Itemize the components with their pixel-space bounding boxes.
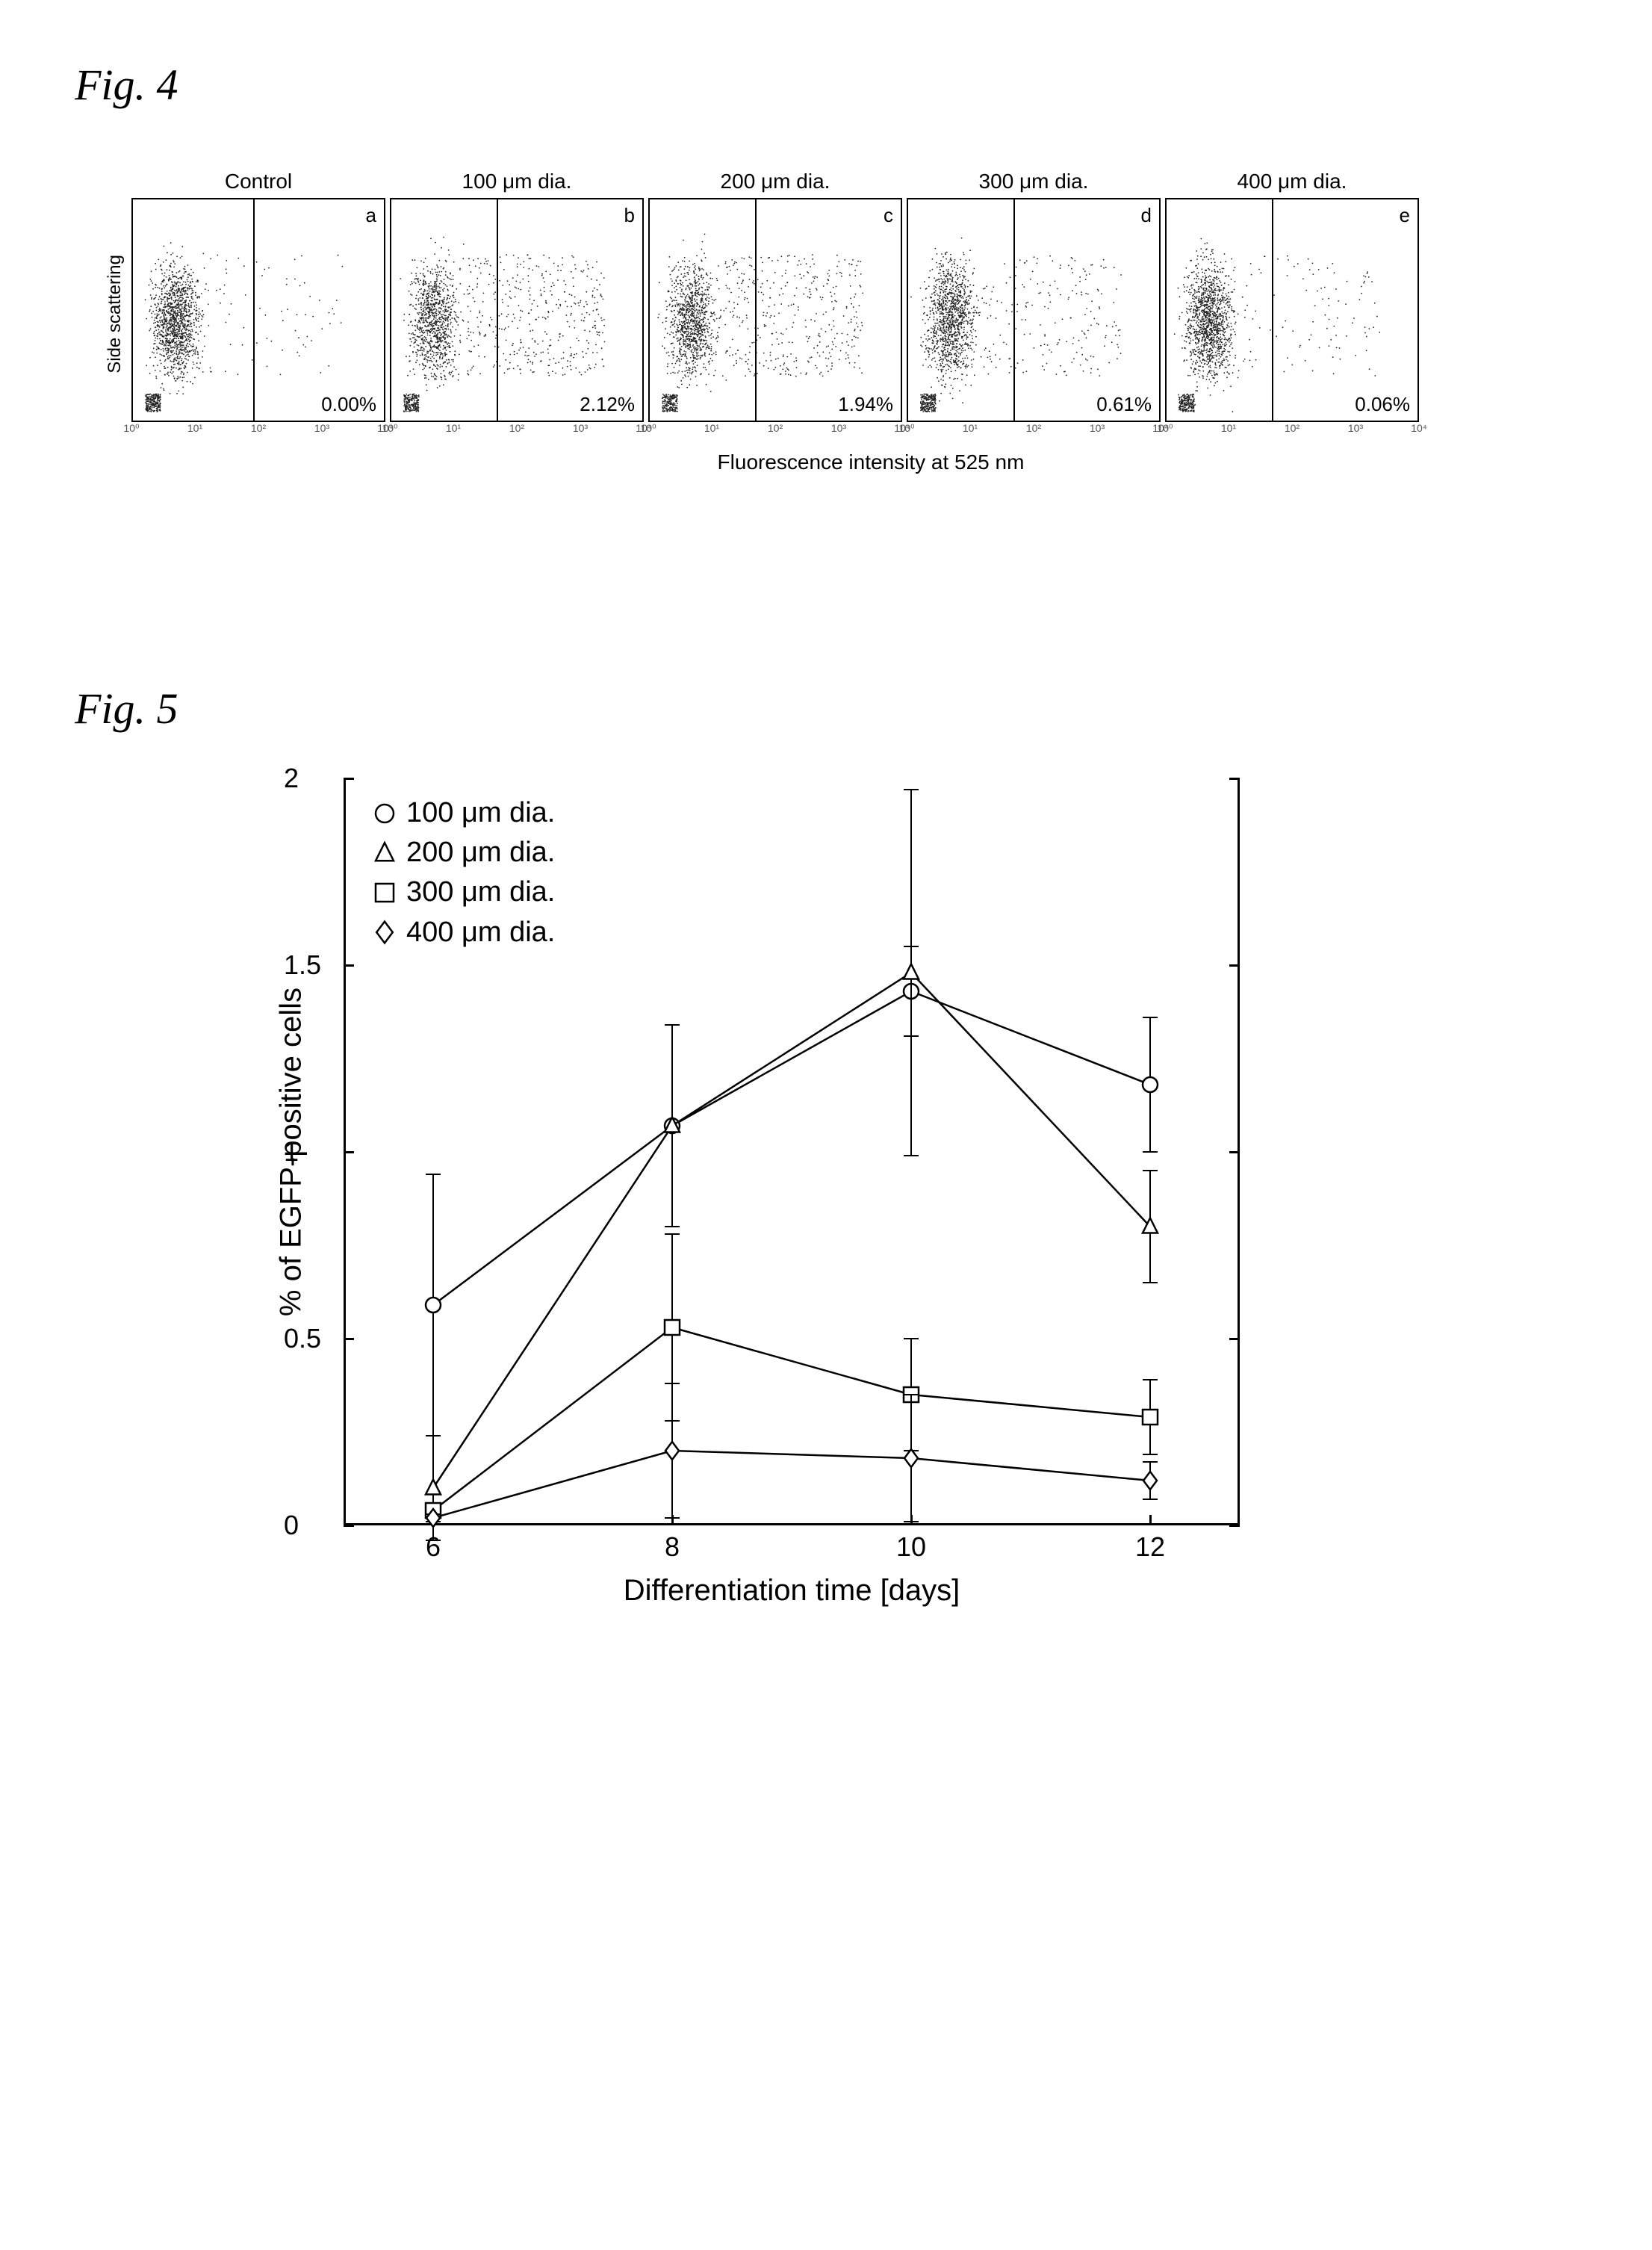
scatter-panel: 100 μm dia. b 2.12% 10⁰10¹10²10³10⁴ bbox=[390, 170, 644, 436]
ytick-label: 0.5 bbox=[284, 1323, 321, 1354]
gate-line bbox=[755, 199, 757, 421]
xtick-label: 12 bbox=[1135, 1531, 1165, 1563]
xtick-label: 10 bbox=[896, 1531, 926, 1563]
fig5-xlabel: Differentiation time [days] bbox=[624, 1574, 960, 1608]
panel-letter: b bbox=[624, 204, 635, 227]
legend: 100 μm dia.200 μm dia.300 μm dia.400 μm … bbox=[373, 793, 555, 952]
scatter-panel: Control a 0.00% 10⁰10¹10²10³10⁴ bbox=[131, 170, 385, 436]
figure-5-container: % of EGFP-positive cells Differentiation… bbox=[344, 778, 1577, 1525]
panel-title: 400 μm dia. bbox=[1238, 170, 1347, 193]
scatter-box: b 2.12% bbox=[390, 198, 644, 422]
gate-line bbox=[497, 199, 498, 421]
panel-percent: 2.12% bbox=[580, 393, 635, 416]
scatter-box: c 1.94% bbox=[648, 198, 902, 422]
legend-marker-icon bbox=[373, 802, 396, 825]
panel-title: Control bbox=[225, 170, 292, 193]
legend-item: 200 μm dia. bbox=[373, 833, 555, 873]
figure-5-label: Fig. 5 bbox=[75, 684, 1577, 734]
fig4-ylabel: Side scattering bbox=[105, 232, 125, 374]
legend-label: 400 μm dia. bbox=[406, 913, 555, 952]
legend-item: 300 μm dia. bbox=[373, 873, 555, 912]
figure-4-container: Side scattering Control a 0.00% 10⁰10¹10²10… bbox=[75, 170, 1577, 474]
panel-percent: 0.00% bbox=[321, 393, 376, 416]
panel-percent: 0.06% bbox=[1355, 393, 1410, 416]
legend-label: 300 μm dia. bbox=[406, 873, 555, 912]
ytick-label: 2 bbox=[284, 763, 299, 794]
panel-letter: d bbox=[1141, 204, 1152, 227]
ytick-label: 0 bbox=[284, 1510, 299, 1541]
xtick-row: 10⁰10¹10²10³10⁴ bbox=[390, 422, 644, 436]
xtick-row: 10⁰10¹10²10³10⁴ bbox=[1165, 422, 1419, 436]
scatter-box: a 0.00% bbox=[131, 198, 385, 422]
xtick-row: 10⁰10¹10²10³10⁴ bbox=[131, 422, 385, 436]
scatter-box: e 0.06% bbox=[1165, 198, 1419, 422]
gate-line bbox=[1272, 199, 1273, 421]
ytick-label: 1.5 bbox=[284, 949, 321, 981]
panel-percent: 1.94% bbox=[838, 393, 893, 416]
scatter-row: Side scattering Control a 0.00% 10⁰10¹10²10… bbox=[105, 170, 1577, 436]
scatter-panel: 200 μm dia. c 1.94% 10⁰10¹10²10³10⁴ bbox=[648, 170, 902, 436]
scatter-box: d 0.61% bbox=[907, 198, 1161, 422]
figure-4-label: Fig. 4 bbox=[75, 60, 1577, 110]
fig4-xlabel: Fluorescence intensity at 525 nm bbox=[164, 450, 1577, 474]
gate-line bbox=[253, 199, 255, 421]
legend-marker-icon bbox=[373, 842, 396, 864]
panel-letter: a bbox=[366, 204, 376, 227]
legend-item: 100 μm dia. bbox=[373, 793, 555, 833]
legend-item: 400 μm dia. bbox=[373, 913, 555, 952]
panel-title: 100 μm dia. bbox=[462, 170, 572, 193]
panel-percent: 0.61% bbox=[1096, 393, 1152, 416]
xtick-label: 8 bbox=[665, 1531, 680, 1563]
panel-letter: c bbox=[884, 204, 893, 227]
legend-label: 200 μm dia. bbox=[406, 833, 555, 873]
xtick-row: 10⁰10¹10²10³10⁴ bbox=[907, 422, 1161, 436]
panel-title: 300 μm dia. bbox=[979, 170, 1089, 193]
legend-marker-icon bbox=[373, 921, 396, 943]
xtick-row: 10⁰10¹10²10³10⁴ bbox=[648, 422, 902, 436]
ytick-label: 1 bbox=[284, 1136, 299, 1168]
panel-letter: e bbox=[1400, 204, 1410, 227]
scatter-panel: 300 μm dia. d 0.61% 10⁰10¹10²10³10⁴ bbox=[907, 170, 1161, 436]
panel-title: 200 μm dia. bbox=[721, 170, 830, 193]
gate-line bbox=[1013, 199, 1015, 421]
legend-marker-icon bbox=[373, 881, 396, 904]
scatter-panel: 400 μm dia. e 0.06% 10⁰10¹10²10³10⁴ bbox=[1165, 170, 1419, 436]
line-chart: % of EGFP-positive cells Differentiation… bbox=[344, 778, 1240, 1525]
legend-label: 100 μm dia. bbox=[406, 793, 555, 833]
